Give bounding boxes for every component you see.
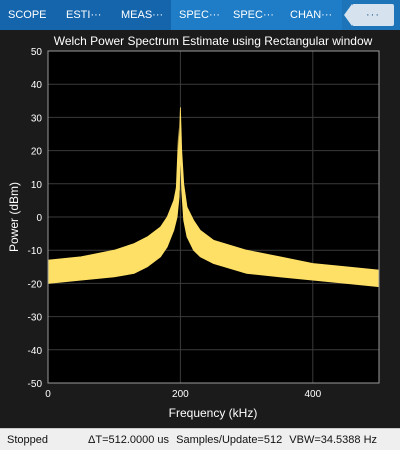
spectrum-plot: -50 -40 -30 -20 -10 0 10 20 30 40 50 0 200 400 Welch…	[7, 34, 380, 420]
y-tick-label: 20	[31, 147, 43, 158]
x-tick-labels: 0 200 400	[45, 389, 321, 400]
y-tick-label: 40	[31, 80, 43, 91]
y-tick-label: -50	[28, 379, 43, 390]
plot-area: -50 -40 -30 -20 -10 0 10 20 30 40 50 0 200 400 Welch…	[0, 30, 400, 428]
status-bar: Stopped ΔT=512.0000 us Samples/Update=51…	[0, 428, 400, 450]
run-state: Stopped	[7, 433, 48, 446]
x-tick-label: 400	[304, 389, 321, 400]
toolstrip: SCOPE ESTI··· MEAS··· SPEC··· SPEC··· CH…	[0, 0, 400, 30]
y-tick-labels: -50 -40 -30 -20 -10 0 10 20 30 40 50	[28, 47, 43, 390]
y-tick-label: 0	[36, 213, 42, 224]
y-tick-label: 30	[31, 113, 43, 124]
tab-measurements[interactable]: MEAS···	[113, 0, 171, 30]
tab-channel[interactable]: CHAN···	[282, 0, 342, 30]
vbw-readout: VBW=34.5388 Hz	[289, 433, 378, 446]
more-icon: ···	[366, 9, 380, 21]
tab-scope[interactable]: SCOPE	[0, 0, 58, 30]
y-axis-label: Power (dBm)	[7, 182, 21, 252]
delta-t-readout: ΔT=512.0000 us	[88, 433, 170, 446]
chart-title: Welch Power Spectrum Estimate using Rect…	[54, 34, 373, 48]
y-tick-label: 50	[31, 47, 43, 58]
axes-frame	[47, 50, 380, 384]
x-axis-label: Frequency (kHz)	[169, 406, 258, 420]
tab-spectrum-2[interactable]: SPEC···	[225, 0, 282, 30]
y-tick-label: -10	[28, 246, 43, 257]
spectrum-side-peak	[175, 127, 180, 191]
y-tick-label: -30	[28, 313, 43, 324]
x-tick-label: 200	[172, 389, 189, 400]
y-tick-label: 10	[31, 180, 43, 191]
more-tabs-button[interactable]: ···	[344, 4, 394, 26]
x-tick-label: 0	[45, 389, 51, 400]
tab-spectrum-1[interactable]: SPEC···	[171, 0, 225, 30]
status-readouts: ΔT=512.0000 us Samples/Update=512 VBW=34…	[88, 434, 381, 446]
y-tick-label: -40	[28, 346, 43, 357]
tab-estimation[interactable]: ESTI···	[58, 0, 113, 30]
samples-per-update-readout: Samples/Update=512	[176, 433, 283, 446]
y-tick-label: -20	[28, 279, 43, 290]
